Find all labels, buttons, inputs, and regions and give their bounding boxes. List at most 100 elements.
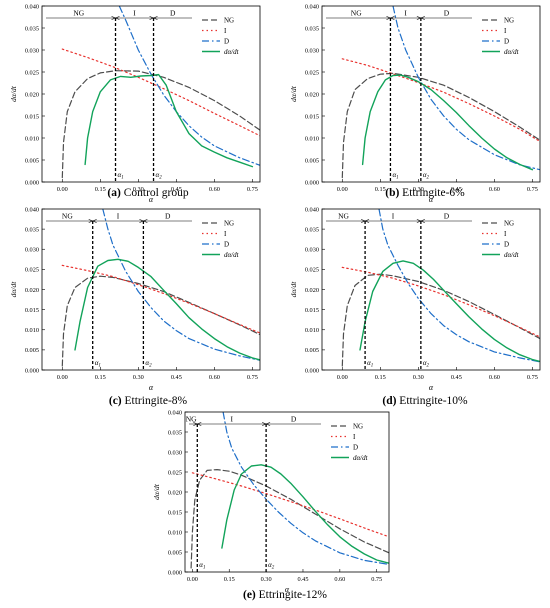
x-axis-label: α [285, 585, 290, 594]
series-line-0 [61, 70, 260, 179]
plot-frame [321, 208, 541, 371]
chart-panel-0: 0.000 0.005 0.010 0.015 0.020 0.025 0.030 0.035… [9, 3, 261, 204]
region-arrow [91, 219, 97, 223]
y-tick-label: 0.030 [305, 47, 319, 54]
x-tick-label: 0.15 [224, 576, 235, 583]
x-tick-label: 0.75 [247, 374, 258, 381]
legend-label-1: I [224, 27, 227, 35]
region-label-I: I [133, 9, 136, 18]
series-line-1 [61, 48, 260, 137]
y-tick-label: 0.020 [168, 489, 182, 496]
x-tick-label: 0.75 [527, 186, 538, 193]
region-label-D: D [444, 212, 450, 221]
x-tick-label: 0.15 [95, 374, 106, 381]
series-line-1 [61, 264, 260, 334]
y-tick-label: 0.010 [168, 529, 182, 536]
y-tick-label: 0.035 [25, 25, 39, 32]
series-line-3 [84, 73, 254, 168]
legend-label-3: dα/dt [504, 48, 520, 56]
series-line-2 [102, 209, 260, 361]
legend-label-2: D [224, 38, 229, 46]
panel-caption: (c) Ettringite-8% [109, 395, 188, 407]
y-tick-label: 0.015 [168, 509, 182, 516]
x-tick-label: 0.75 [247, 186, 258, 193]
x-tick-label: 0.30 [413, 374, 424, 381]
y-tick-label: 0.000 [168, 569, 182, 576]
y-axis-label: dα/dt [9, 85, 18, 102]
y-tick-label: 0.020 [305, 91, 319, 98]
y-axis-label: dα/dt [9, 281, 18, 298]
y-tick-label: 0.000 [305, 367, 319, 374]
series-line-3 [74, 258, 260, 361]
y-tick-label: 0.035 [25, 226, 39, 233]
chart-panel-1: 0.000 0.005 0.010 0.015 0.020 0.025 0.030 0.035… [289, 3, 541, 204]
series-group [61, 209, 260, 367]
series-line-3 [361, 74, 534, 171]
y-tick-label: 0.010 [25, 135, 39, 142]
y-tick-label: 0.015 [25, 307, 39, 314]
x-axis-label: α [429, 383, 434, 392]
legend-label-1: I [353, 433, 356, 441]
y-tick-label: 0.010 [305, 327, 319, 334]
alpha-label-2: α2 [423, 359, 430, 369]
y-axis-label: dα/dt [289, 85, 298, 102]
y-tick-label: 0.035 [305, 226, 319, 233]
region-label-NG: NG [62, 212, 73, 221]
plot-frame [41, 5, 261, 183]
region-label-I: I [392, 212, 395, 221]
x-tick-label: 0.60 [489, 186, 500, 193]
alpha-label-2: α2 [268, 561, 275, 571]
y-tick-label: 0.040 [25, 206, 39, 213]
y-tick-label: 0.020 [25, 287, 39, 294]
alpha-label-2: α2 [145, 359, 152, 369]
plot-frame [184, 411, 390, 573]
x-axis-label: α [429, 195, 434, 204]
y-tick-label: 0.030 [25, 47, 39, 54]
series-line-2 [222, 412, 389, 565]
x-tick-label: 0.60 [334, 576, 345, 583]
y-tick-label: 0.020 [25, 91, 39, 98]
series-group [341, 6, 540, 179]
y-tick-label: 0.005 [305, 157, 319, 164]
panel-caption: (b) Ettringite-6% [385, 187, 465, 199]
legend-label-3: dα/dt [353, 454, 369, 462]
region-label-NG: NG [351, 9, 362, 18]
y-tick-label: 0.020 [305, 287, 319, 294]
legend-label-2: D [224, 241, 229, 249]
region-arrow [152, 16, 158, 20]
series-line-0 [190, 469, 389, 569]
series-line-0 [61, 275, 260, 367]
panel-caption: (e) Ettringite-12% [243, 589, 327, 601]
y-tick-label: 0.025 [305, 69, 319, 76]
y-tick-label: 0.000 [305, 179, 319, 186]
x-tick-label: 0.45 [451, 374, 462, 381]
y-tick-label: 0.025 [25, 69, 39, 76]
y-tick-label: 0.005 [305, 347, 319, 354]
x-tick-label: 0.15 [375, 186, 386, 193]
x-tick-label: 0.60 [209, 374, 220, 381]
region-label-NG: NG [73, 9, 84, 18]
alpha-label-1: α1 [118, 171, 124, 181]
alpha-label-2: α2 [156, 171, 163, 181]
legend-label-3: dα/dt [224, 251, 240, 259]
chart-panel-2: 0.000 0.005 0.010 0.015 0.020 0.025 0.030 0.035… [9, 206, 261, 407]
region-arrow [196, 422, 202, 426]
y-tick-label: 0.035 [168, 429, 182, 436]
alpha-label-1: α1 [199, 561, 205, 571]
region-label-NG: NG [186, 415, 197, 424]
x-tick-label: 0.45 [171, 374, 182, 381]
y-tick-label: 0.030 [168, 449, 182, 456]
y-axis-label: dα/dt [152, 483, 161, 500]
series-group [190, 412, 389, 569]
y-tick-label: 0.040 [305, 206, 319, 213]
legend-label-0: NG [224, 220, 234, 228]
y-tick-label: 0.010 [25, 327, 39, 334]
x-tick-label: 0.00 [337, 186, 348, 193]
series-line-3 [221, 464, 389, 564]
y-tick-label: 0.005 [25, 157, 39, 164]
x-tick-label: 0.30 [261, 576, 272, 583]
x-tick-label: 0.30 [133, 186, 144, 193]
series-line-0 [341, 72, 540, 179]
alpha-label-1: α1 [95, 359, 101, 369]
y-tick-label: 0.040 [25, 3, 39, 10]
